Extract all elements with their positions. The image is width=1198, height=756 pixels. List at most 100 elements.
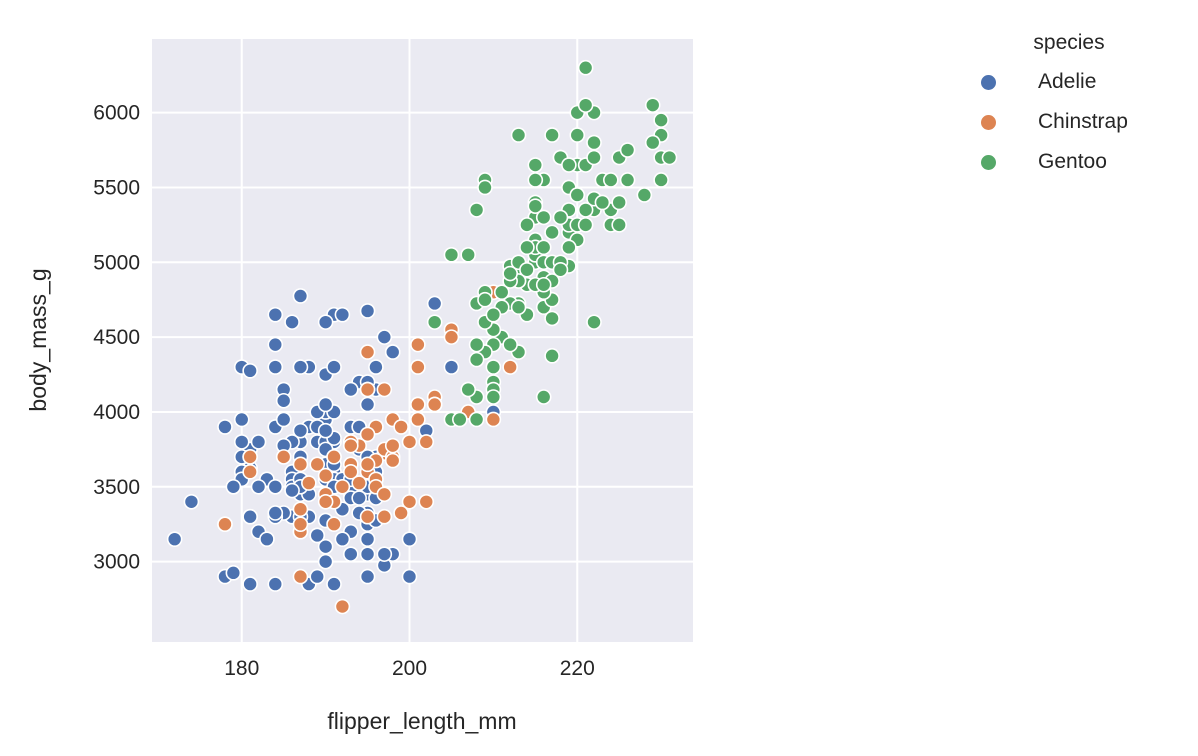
data-point (443, 359, 460, 375)
y-tick-label: 3000 (93, 551, 140, 574)
data-point (510, 127, 527, 143)
data-point (586, 134, 602, 151)
data-point (586, 149, 602, 166)
data-point (309, 527, 326, 544)
data-point (468, 202, 485, 218)
data-point (334, 306, 351, 323)
data-point (359, 303, 376, 319)
data-point (561, 239, 577, 256)
data-point (284, 314, 300, 330)
x-axis-label: flipper_length_mm (327, 708, 516, 734)
data-point (426, 396, 443, 413)
data-point (661, 149, 678, 166)
data-point (653, 112, 669, 128)
data-point (242, 576, 258, 592)
data-point (334, 478, 351, 495)
data-point (569, 187, 586, 203)
data-point (376, 546, 393, 562)
data-point (510, 299, 527, 315)
legend-item-chinstrap: Chinstrap (950, 102, 1188, 142)
data-point (636, 187, 653, 203)
data-point (653, 172, 669, 188)
data-point (418, 434, 435, 450)
data-point (468, 351, 485, 368)
data-point (225, 565, 242, 581)
data-point (317, 396, 334, 413)
data-point (267, 576, 284, 592)
x-tick-label: 180 (224, 657, 259, 680)
data-point (326, 516, 342, 533)
data-point (267, 306, 284, 323)
data-point (359, 426, 376, 443)
data-point (359, 508, 376, 525)
data-point (292, 359, 309, 375)
legend-item-gentoo: Gentoo (950, 142, 1188, 182)
data-point (426, 314, 443, 330)
data-point (418, 493, 435, 510)
data-point (443, 247, 460, 263)
data-point (611, 194, 627, 211)
data-point (334, 598, 351, 615)
data-point (485, 306, 502, 323)
data-point (317, 467, 334, 484)
legend-item-label: Gentoo (1038, 150, 1107, 173)
data-point (292, 288, 309, 304)
data-point (217, 516, 233, 533)
data-point (342, 437, 359, 454)
data-point (502, 336, 518, 353)
data-point (166, 531, 183, 547)
data-point (326, 449, 342, 465)
data-point (326, 359, 342, 375)
data-point (485, 411, 502, 428)
data-point (544, 310, 560, 327)
data-point (493, 284, 510, 301)
data-point (376, 329, 393, 345)
data-point (292, 422, 309, 439)
data-point (275, 392, 292, 409)
data-point (259, 531, 275, 547)
legend-item-label: Adelie (1038, 70, 1097, 93)
data-point (552, 261, 569, 278)
data-point (292, 456, 309, 473)
data-point (225, 478, 242, 495)
data-point (468, 411, 485, 428)
data-point (309, 568, 326, 585)
data-point (351, 475, 367, 491)
data-point (242, 363, 258, 379)
data-point (317, 553, 334, 570)
data-point (468, 336, 485, 353)
data-point (594, 194, 611, 211)
data-point (233, 434, 250, 450)
y-tick-label: 5500 (93, 176, 140, 199)
x-tick-label: 200 (392, 657, 427, 680)
x-tick-label: 220 (560, 657, 595, 680)
data-point (267, 359, 284, 375)
data-point (502, 265, 518, 282)
data-point (242, 508, 258, 525)
series-chinstrap (217, 284, 518, 615)
data-point (527, 198, 544, 214)
data-point (301, 475, 317, 491)
data-point (561, 157, 577, 173)
legend: species Adelie Chinstrap Gentoo (950, 24, 1188, 182)
data-point (644, 134, 661, 151)
data-point (535, 209, 552, 226)
data-point (342, 464, 359, 480)
data-point (477, 179, 493, 196)
data-point (393, 505, 409, 521)
gentoo-swatch-icon (981, 154, 996, 170)
data-point (376, 486, 393, 503)
data-point (250, 434, 267, 450)
data-point (292, 516, 309, 533)
data-point (368, 359, 384, 375)
data-point (334, 531, 351, 547)
data-point (577, 217, 594, 233)
data-point (519, 217, 535, 233)
data-point (544, 127, 560, 143)
data-point (317, 538, 334, 555)
data-point (359, 531, 376, 547)
data-point (426, 295, 443, 312)
tick-labels-layer: 180 200 220 3000 3500 4000 4500 5000 5500 6000 (93, 102, 594, 680)
data-point (535, 239, 552, 256)
